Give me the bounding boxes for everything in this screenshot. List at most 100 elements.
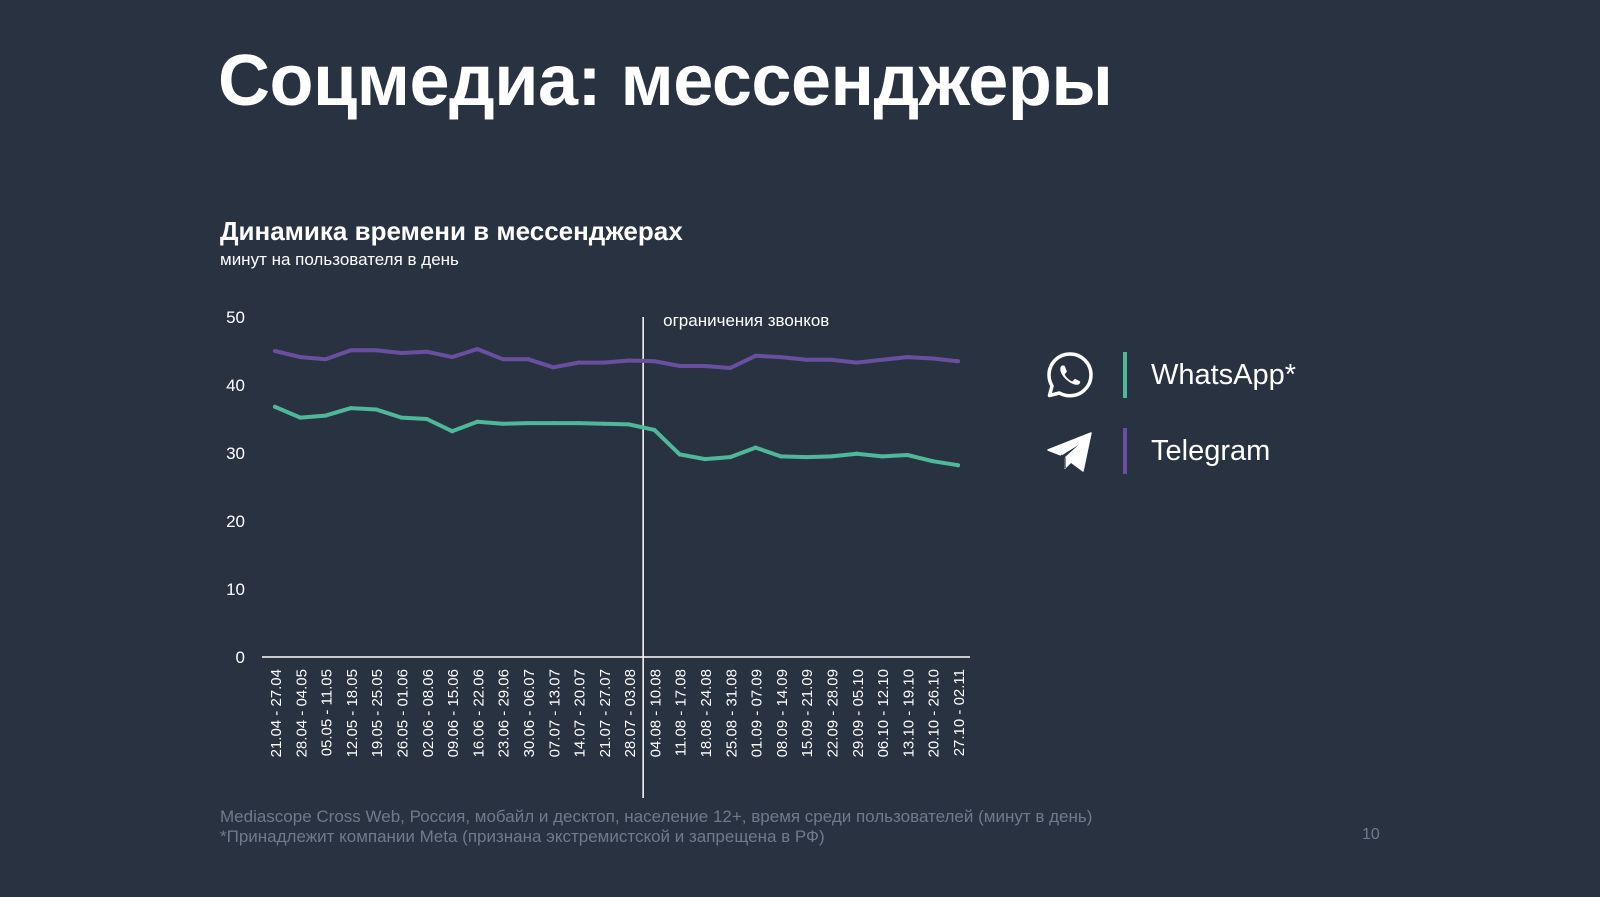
data-point (399, 415, 404, 420)
data-point (627, 358, 632, 363)
data-point (905, 355, 910, 360)
x-tick-label: 20.10 - 26.10 (926, 669, 943, 757)
annotation-label: ограничения звонков (663, 311, 829, 330)
data-point (374, 348, 379, 353)
data-point (348, 406, 353, 411)
data-point (930, 459, 935, 464)
y-tick-label: 10 (226, 580, 245, 599)
series-line-whatsapp (273, 404, 960, 468)
x-tick-label: 12.05 - 18.05 (344, 669, 361, 757)
x-tick-label: 19.05 - 25.05 (369, 669, 386, 757)
x-tick-label: 13.10 - 19.10 (900, 669, 917, 757)
x-tick-label: 25.08 - 31.08 (723, 669, 740, 757)
data-point (601, 421, 606, 426)
y-tick-label: 40 (226, 376, 245, 395)
data-point (551, 421, 556, 426)
chart-subtitle: минут на пользователя в день (220, 250, 459, 269)
x-tick-label: 04.08 - 10.08 (647, 669, 664, 757)
data-point (450, 429, 455, 434)
legend-item-telegram: Telegram (1045, 426, 1296, 476)
x-tick-label: 30.06 - 06.07 (521, 669, 538, 757)
source-line: Mediascope Cross Web, Россия, мобайл и д… (220, 807, 1093, 826)
legend-color-whatsapp (1123, 352, 1127, 398)
data-point (652, 427, 657, 432)
page-number: 10 (1362, 826, 1380, 843)
data-point (930, 356, 935, 361)
x-tick-label: 05.05 - 11.05 (319, 669, 336, 756)
data-point (854, 451, 859, 456)
data-point (703, 363, 708, 368)
x-tick-label: 21.04 - 27.04 (268, 669, 285, 757)
data-point (348, 348, 353, 353)
data-point (753, 445, 758, 450)
data-point (956, 359, 960, 364)
line-chart: 0 10 20 30 40 50 21.04 - 27.04 28.04 - 04.05 05.… (226, 308, 970, 798)
chart-title: Динамика времени в мессенджерах (220, 216, 683, 246)
x-tick-label: 28.07 - 03.08 (622, 669, 639, 757)
x-tick-label: 09.06 - 15.06 (445, 669, 462, 757)
x-tick-label: 01.09 - 07.09 (749, 669, 766, 757)
chart-legend: WhatsApp* Telegram (1045, 350, 1296, 502)
data-point (905, 453, 910, 458)
footnote-line: *Принадлежит компании Meta (признана экс… (220, 827, 825, 846)
data-point (374, 407, 379, 412)
data-point (728, 366, 733, 370)
data-point (500, 421, 505, 426)
data-point (829, 454, 834, 459)
x-tick-label: 16.06 - 22.06 (470, 669, 487, 757)
x-tick-label: 07.07 - 13.07 (546, 669, 563, 757)
x-tick-label: 21.07 - 27.07 (597, 669, 614, 757)
data-point (298, 415, 303, 420)
data-point (323, 357, 328, 362)
data-point (298, 355, 303, 360)
legend-item-whatsapp: WhatsApp* (1045, 350, 1296, 400)
x-tick-label: 18.08 - 24.08 (698, 669, 715, 757)
slide-title: Соцмедиа: мессенджеры (218, 41, 1113, 121)
data-point (576, 360, 581, 365)
data-point (273, 404, 277, 409)
data-point (728, 455, 733, 460)
data-point (475, 419, 480, 424)
y-tick-label: 30 (226, 444, 245, 463)
data-point (399, 351, 404, 356)
data-point (880, 357, 885, 362)
y-tick-label: 20 (226, 512, 245, 531)
telegram-icon (1045, 426, 1095, 476)
y-tick-label: 50 (226, 308, 245, 327)
x-tick-label: 26.05 - 01.06 (394, 669, 411, 757)
x-tick-label: 06.10 - 12.10 (875, 669, 892, 757)
data-point (956, 463, 960, 468)
data-point (804, 357, 809, 362)
x-tick-label: 22.09 - 28.09 (825, 669, 842, 757)
x-tick-label: 28.04 - 04.05 (293, 669, 310, 757)
data-point (652, 359, 657, 364)
x-tick-label: 23.06 - 29.06 (496, 669, 513, 757)
data-point (829, 357, 834, 362)
legend-label-telegram: Telegram (1151, 434, 1271, 467)
legend-color-telegram (1123, 428, 1127, 474)
x-tick-label: 29.09 - 05.10 (850, 669, 867, 757)
data-point (424, 417, 429, 421)
legend-label-whatsapp: WhatsApp* (1151, 358, 1297, 391)
whatsapp-icon (1045, 350, 1095, 400)
data-point (576, 421, 581, 426)
x-tick-label: 15.09 - 21.09 (799, 669, 816, 757)
x-tick-label: 11.08 - 17.08 (673, 669, 690, 756)
data-point (424, 349, 429, 354)
x-tick-label: 27.10 - 02.11 (951, 669, 968, 756)
data-point (475, 346, 480, 351)
data-point (525, 357, 530, 362)
data-point (880, 454, 885, 459)
data-point (778, 355, 783, 360)
data-point (753, 353, 758, 358)
data-point (677, 363, 682, 368)
series-line-telegram (273, 347, 960, 370)
data-point (525, 421, 530, 426)
data-point (627, 422, 632, 427)
data-point (551, 365, 556, 370)
data-point (323, 413, 328, 418)
data-point (450, 355, 455, 360)
data-point (703, 457, 708, 462)
source-note: Mediascope Cross Web, Россия, мобайл и д… (220, 807, 1092, 847)
x-tick-label: 08.09 - 14.09 (774, 669, 791, 757)
